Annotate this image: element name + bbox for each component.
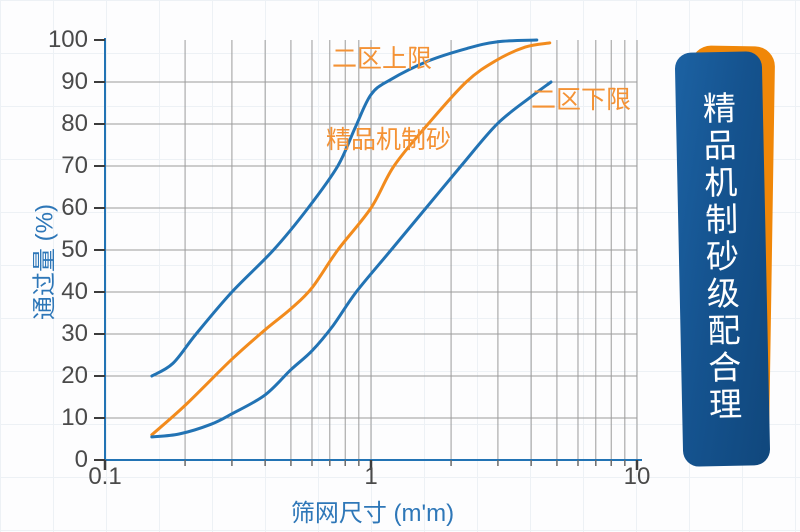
banner-char: 制 — [704, 200, 739, 238]
banner-char: 砂 — [705, 237, 740, 275]
x-axis-title: 筛网尺寸 (m'm) — [290, 500, 455, 527]
y-tick-label: 100 — [47, 26, 88, 53]
y-axis-title: 通过量 (%) — [31, 204, 59, 320]
y-tick-label: 0 — [74, 446, 88, 473]
banner-char: 配 — [707, 311, 741, 349]
banner-char: 级 — [706, 274, 741, 312]
banner-char: 理 — [708, 385, 743, 423]
zone2-upper-label: 二区上限 — [332, 45, 433, 73]
zone2-lower-label: 二区下限 — [531, 86, 632, 114]
y-tick-label: 20 — [61, 362, 88, 389]
x-tick-label: 1 — [364, 463, 378, 490]
y-tick-label: 70 — [61, 152, 88, 179]
banner-char: 机 — [704, 163, 738, 201]
banner-panel: 精品机制砂级配合理 — [674, 51, 771, 467]
y-tick-label: 60 — [61, 194, 88, 221]
y-tick-label: 80 — [61, 110, 88, 137]
banner-char: 合 — [707, 348, 742, 386]
y-tick-label: 10 — [61, 404, 88, 431]
y-tick-label: 30 — [61, 320, 88, 347]
y-tick-label: 50 — [61, 236, 88, 263]
banner-char: 精 — [702, 89, 737, 127]
side-banner: 精品机制砂级配合理 — [674, 42, 776, 472]
banner-title: 精品机制砂级配合理 — [702, 89, 742, 423]
y-tick-label: 90 — [61, 68, 88, 95]
y-tick-label: 40 — [61, 278, 88, 305]
x-tick-label: 10 — [623, 463, 651, 490]
banner-char: 品 — [703, 126, 737, 164]
zone2-lower-curve — [150, 80, 553, 439]
premium-sand-curve — [150, 41, 552, 437]
premium-sand-label: 精品机制砂 — [326, 126, 452, 154]
zone2-upper-curve — [150, 38, 539, 378]
x-tick-label: 0.1 — [88, 463, 122, 490]
